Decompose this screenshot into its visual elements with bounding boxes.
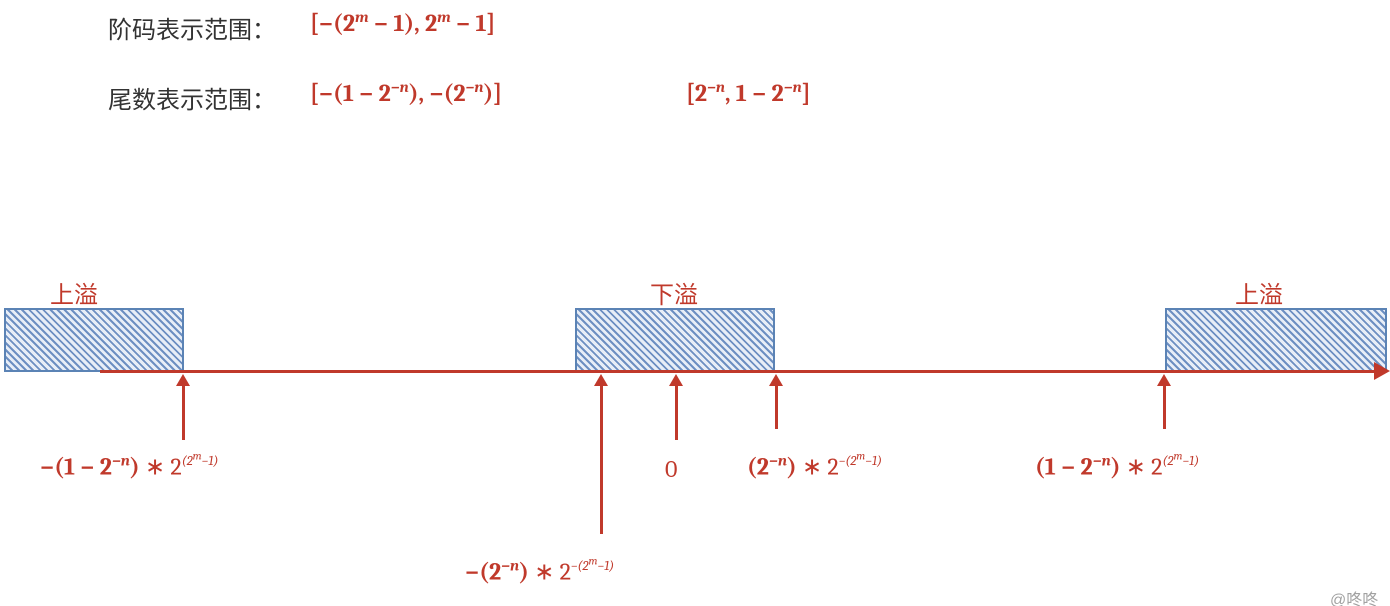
tick-pos-max <box>1163 384 1166 429</box>
exponent-range-formula: [−(2m − 1), 2m − 1] <box>310 8 495 37</box>
tick-pos-min <box>775 384 778 429</box>
overflow-region-left <box>4 308 184 372</box>
underflow-label: 下溢 <box>650 275 698 310</box>
tick-label-neg-min: −(2−n) ∗ 2−(2m−1) <box>465 555 614 585</box>
tick-neg-max <box>182 384 185 440</box>
tick-label-neg-max: −(1 − 2−n) ∗ 2(2m−1) <box>40 450 218 480</box>
mantissa-range-label: 尾数表示范围： <box>108 80 276 115</box>
mantissa-range-neg-formula: [−(1 − 2−n), −(2−n)] <box>310 78 502 107</box>
tick-label-pos-min: (2−n) ∗ 2−(2m−1) <box>747 450 882 480</box>
watermark: @咚咚 <box>1330 586 1378 606</box>
mantissa-range-pos-formula: [2−n, 1 − 2−n] <box>686 78 811 107</box>
exponent-range-label: 阶码表示范围： <box>108 10 276 45</box>
tick-label-zero: 0 <box>665 455 677 483</box>
tick-zero <box>675 384 678 440</box>
number-line-arrowhead <box>1374 362 1390 380</box>
number-line <box>100 370 1380 373</box>
overflow-label-left: 上溢 <box>50 275 98 310</box>
overflow-region-right <box>1165 308 1387 372</box>
tick-neg-min <box>600 384 603 534</box>
overflow-label-right: 上溢 <box>1235 275 1283 310</box>
tick-label-pos-max: (1 − 2−n) ∗ 2(2m−1) <box>1035 450 1199 480</box>
underflow-region <box>575 308 775 372</box>
